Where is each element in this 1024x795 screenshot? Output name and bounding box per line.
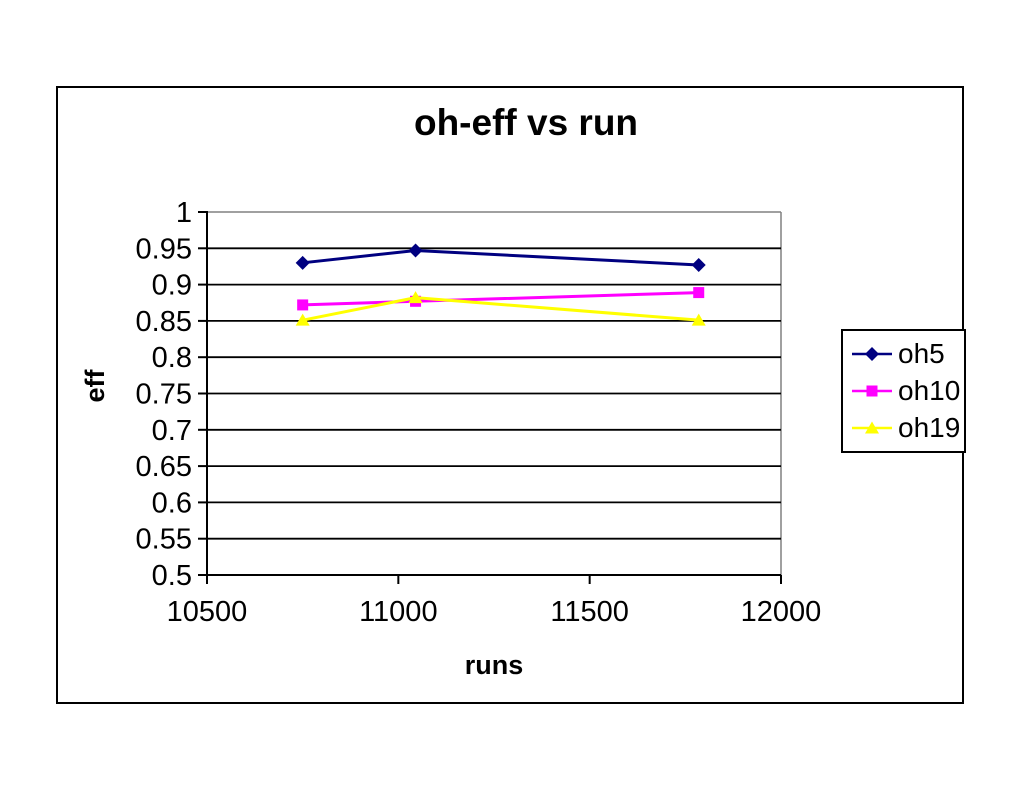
legend-key-oh10: [852, 385, 892, 397]
y-tick-label: 0.95: [136, 233, 192, 265]
chart-title: oh-eff vs run: [413, 102, 639, 143]
y-tick-label: 1: [176, 197, 192, 229]
legend-label-oh10: oh10: [898, 374, 961, 406]
legend-key-marker: [865, 346, 879, 361]
legend-key-marker: [866, 385, 878, 397]
series-oh5-marker: [295, 255, 310, 270]
y-tick-label: 0.9: [152, 270, 192, 302]
series-oh19-marker: [691, 313, 706, 326]
series-oh5-line: [302, 248, 699, 267]
x-tick-label: 10500: [167, 596, 248, 628]
legend-key-oh19: [852, 421, 892, 434]
x-axis-title: runs: [464, 650, 524, 680]
y-tick-label: 0.6: [152, 487, 192, 519]
legend-item-oh19: oh19: [850, 410, 964, 446]
series-oh5-marker: [408, 243, 423, 258]
y-tick-label: 0.8: [152, 342, 192, 374]
y-tick-label: 0.65: [136, 451, 192, 483]
x-tick-label: 11500: [550, 596, 629, 628]
y-tick-label: 0.7: [152, 415, 192, 447]
legend-label-oh19: oh19: [898, 412, 961, 444]
x-tick-label: 11000: [359, 596, 438, 628]
series-oh19-line: [302, 296, 699, 322]
series-oh5-marker: [691, 257, 706, 272]
legend-item-oh10: oh10: [850, 373, 964, 409]
x-tick-label: 12000: [741, 596, 822, 628]
legend-item-oh5: oh5: [850, 336, 964, 372]
legend-label-oh5: oh5: [898, 337, 945, 369]
series-oh19-marker: [408, 291, 423, 304]
series-oh10-marker: [693, 287, 705, 299]
y-tick-label: 0.75: [136, 379, 192, 411]
y-tick-label: 0.85: [136, 306, 192, 338]
legend: oh5 oh10 oh19: [841, 329, 966, 453]
y-tick-label: 0.55: [136, 524, 192, 556]
legend-key-oh5: [852, 346, 892, 361]
y-tick-label: 0.5: [152, 560, 192, 592]
series-oh10-marker: [297, 299, 309, 311]
legend-key-marker: [865, 421, 879, 434]
series-oh19-marker: [295, 313, 310, 326]
